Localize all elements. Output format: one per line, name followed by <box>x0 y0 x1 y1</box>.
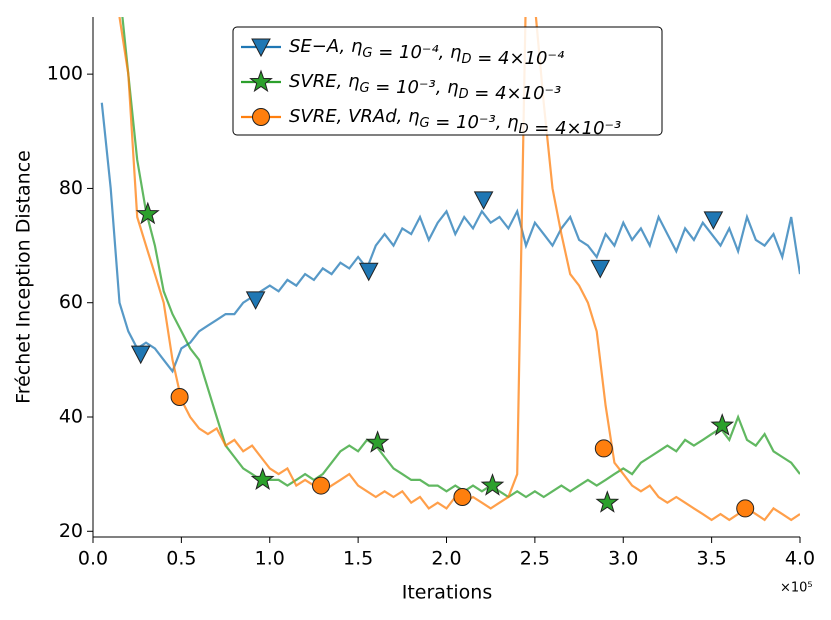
x-multiplier: ×10⁵ <box>780 581 813 596</box>
marker <box>473 191 494 210</box>
legend-marker <box>252 108 270 126</box>
y-tick-label: 40 <box>59 406 83 428</box>
x-tick-label: 3.0 <box>608 548 638 570</box>
x-tick-label: 3.5 <box>697 548 727 570</box>
x-tick-label: 2.0 <box>431 548 461 570</box>
x-tick-label: 4.0 <box>785 548 815 570</box>
marker <box>590 259 611 279</box>
legend-marker <box>249 69 273 93</box>
marker <box>480 473 505 496</box>
x-tick-label: 2.5 <box>520 548 550 570</box>
marker <box>358 262 379 282</box>
legend-box <box>232 26 663 136</box>
legend-label: SVRE, ηG = 10⁻³, ηD = 4×10⁻³ <box>289 71 561 104</box>
y-tick-label: 100 <box>47 63 83 85</box>
marker <box>135 201 160 225</box>
legend-label: SE−A, ηG = 10⁻⁴, ηD = 4×10⁻⁴ <box>289 36 565 69</box>
x-tick-label: 0.0 <box>78 548 108 570</box>
y-tick-label: 80 <box>59 177 83 199</box>
series-line <box>100 102 800 374</box>
x-tick-label: 1.0 <box>255 548 285 570</box>
marker <box>703 211 724 230</box>
marker <box>736 499 755 518</box>
plot-area <box>100 17 800 522</box>
y-axis-label: Fréchet Inception Distance <box>13 150 35 404</box>
marker <box>710 413 735 436</box>
marker <box>312 476 331 495</box>
y-tick-label: 20 <box>59 520 83 542</box>
marker <box>250 467 275 490</box>
legend-label: SVRE, VRAd, ηG = 10⁻³, ηD = 4×10⁻³ <box>289 106 621 139</box>
x-axis-label: Iterations <box>402 582 493 604</box>
legend-marker <box>251 38 271 58</box>
marker <box>130 345 151 365</box>
y-tick-label: 60 <box>59 291 83 313</box>
marker <box>245 291 266 310</box>
x-tick-label: 1.5 <box>343 548 373 570</box>
x-tick-label: 0.5 <box>166 548 196 570</box>
marker <box>170 388 189 406</box>
marker <box>365 430 390 453</box>
marker <box>595 490 620 513</box>
marker <box>453 488 472 506</box>
marker <box>594 439 613 458</box>
